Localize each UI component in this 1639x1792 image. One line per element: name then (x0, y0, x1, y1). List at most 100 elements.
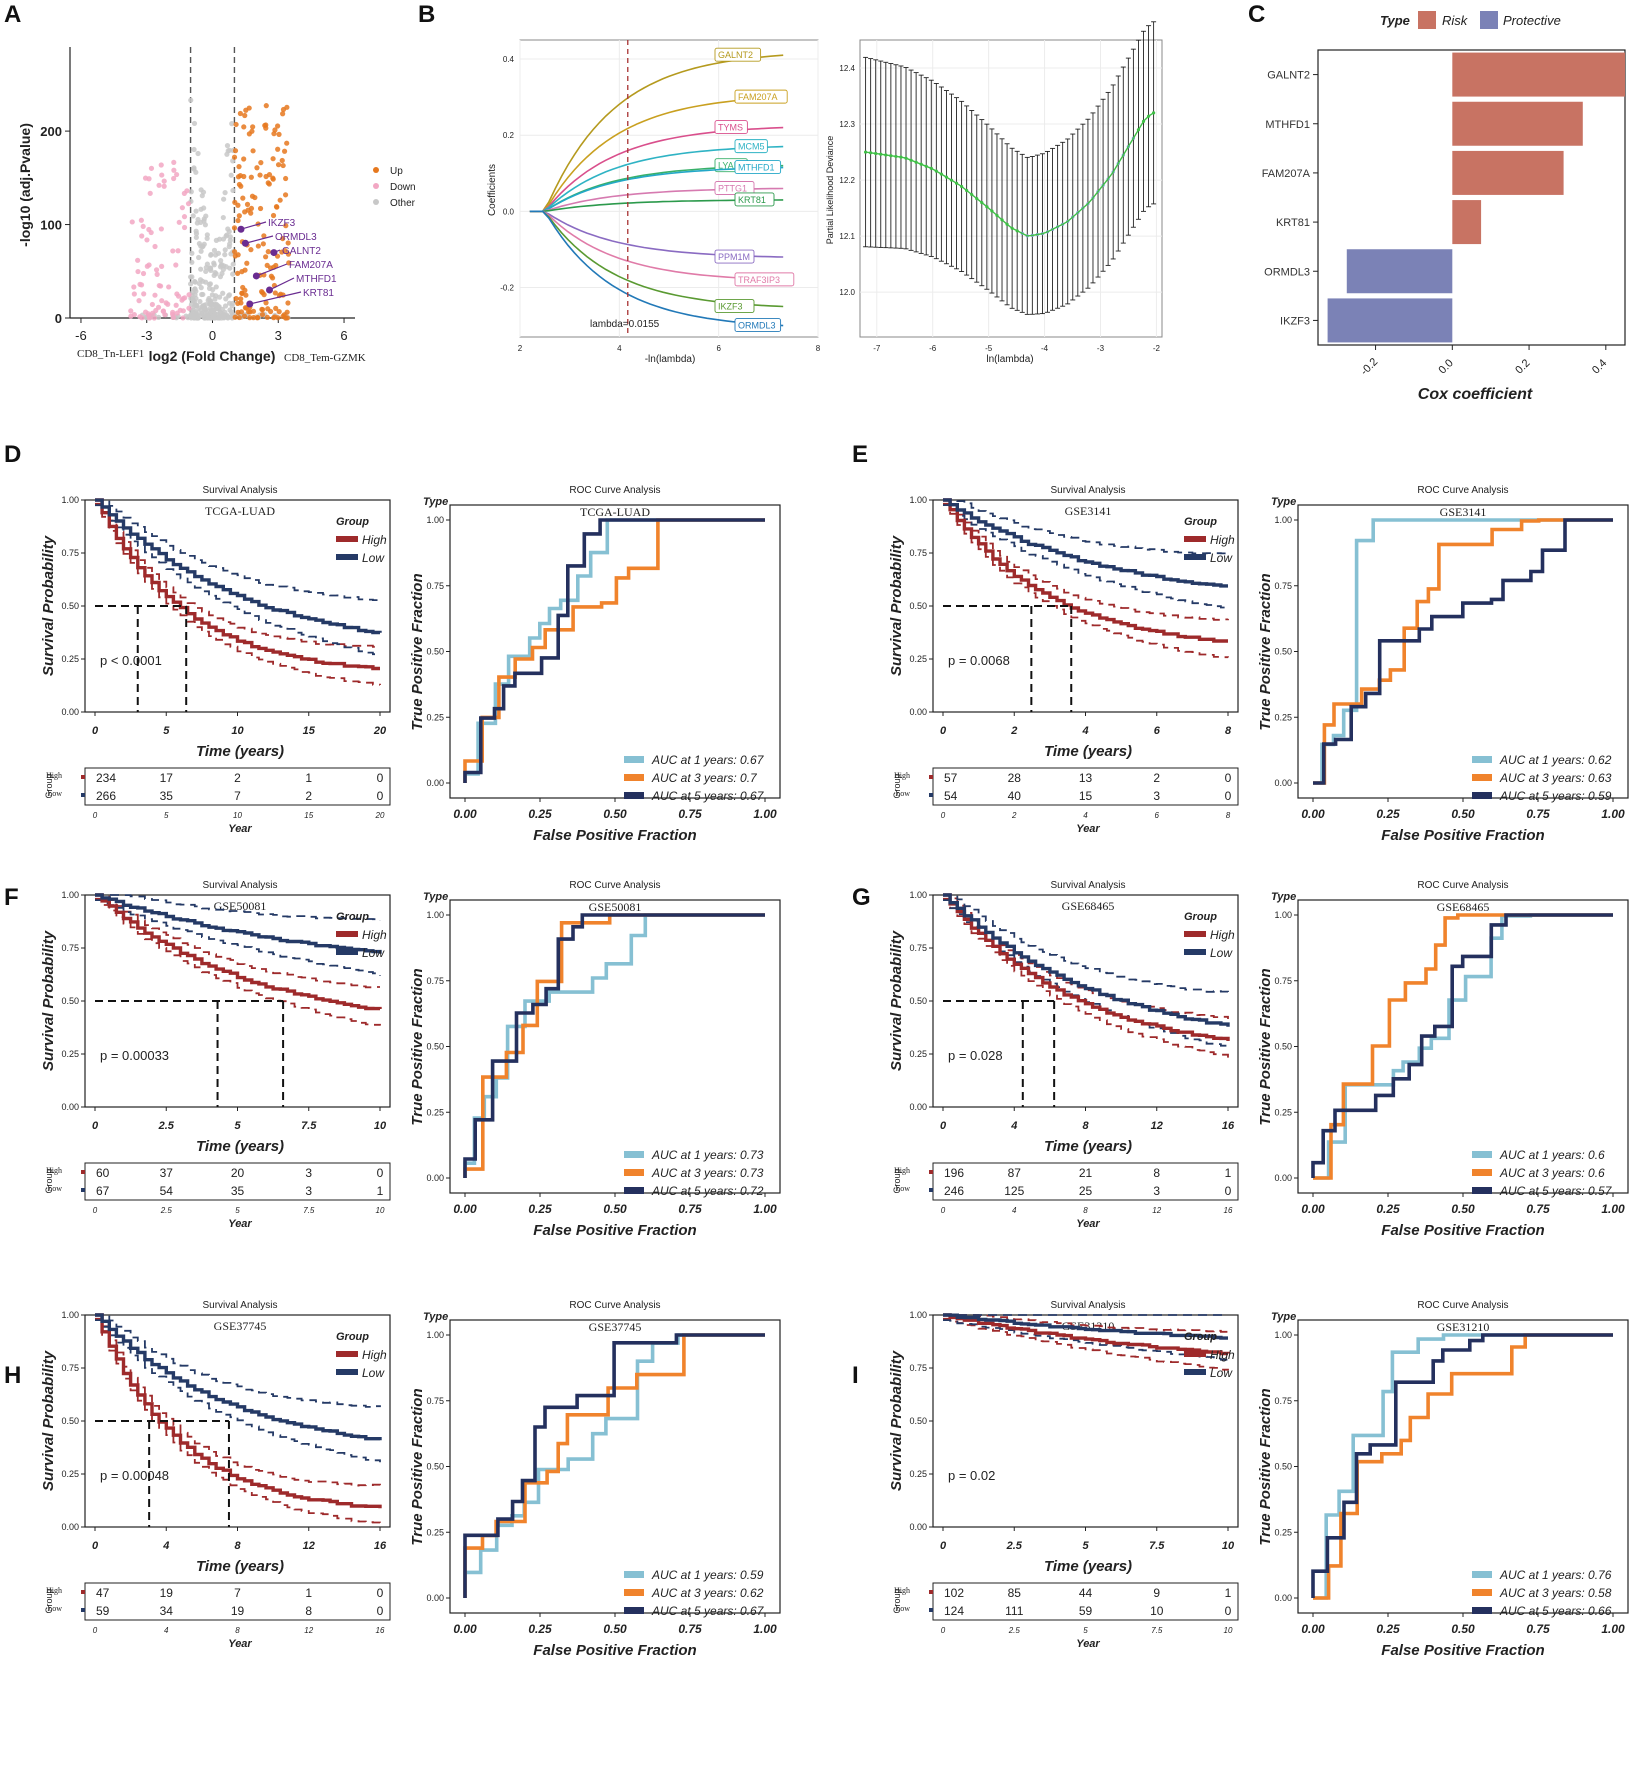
volcano-point (231, 249, 238, 255)
volcano-point (204, 261, 210, 267)
low-risk-curve (943, 1313, 1228, 1340)
volcano-point (229, 303, 235, 309)
volcano-point (283, 315, 289, 321)
volcano-point (203, 279, 209, 285)
volcano-point (270, 212, 277, 219)
x-tick-label: 4 (617, 344, 622, 353)
x-axis-title: ln(lambda) (986, 354, 1033, 365)
y-tick-label: 1.00 (61, 890, 79, 900)
auc-legend-swatch (1472, 792, 1492, 799)
risk-count-high: 1 (1225, 1166, 1232, 1180)
gene-tag-label: PPM1M (718, 252, 750, 262)
volcano-point (280, 162, 286, 169)
y-tick-label: -0.2 (500, 284, 514, 293)
volcano-point (270, 156, 276, 162)
risk-x-tick-label: 6 (1155, 811, 1160, 820)
volcano-point (138, 217, 144, 223)
y-tick-label: 0.75 (909, 943, 927, 953)
volcano-point (131, 284, 137, 290)
legend-swatch (373, 183, 379, 189)
y-tick-label: 0.75 (61, 1363, 79, 1373)
y-axis-title: Coefficients (487, 164, 498, 216)
risk-x-title: Year (1076, 823, 1100, 835)
y-tick-label: 0.75 (61, 943, 79, 953)
volcano-point (201, 205, 207, 211)
volcano-point (155, 304, 162, 310)
volcano-point (221, 196, 227, 202)
risk-count-low: 0 (377, 1604, 384, 1618)
volcano-point (161, 183, 167, 189)
risk-count-high: 7 (234, 1586, 241, 1600)
volcano-point (250, 124, 256, 130)
roc-x-tick-label: 0.25 (1376, 1202, 1400, 1216)
auc-legend-swatch (624, 1589, 644, 1596)
roc-y-tick-label: 0.25 (426, 1527, 444, 1537)
auc-legend-swatch (624, 1169, 644, 1176)
x-tick-label: 6 (716, 344, 721, 353)
volcano-point (170, 248, 176, 254)
auc-legend-swatch (1472, 1187, 1492, 1194)
risk-x-tick-label: 0 (941, 1206, 946, 1215)
low-risk-curve (95, 893, 382, 954)
risk-x-tick-label: 16 (1224, 1206, 1233, 1215)
auc-legend-swatch (1472, 774, 1492, 781)
risk-count-high: 0 (377, 1586, 384, 1600)
volcano-point (261, 233, 267, 239)
km-roc-panel-g: Survival Analysis GSE68465 0.00 0.25 0.50 0.7… (888, 880, 1629, 1239)
km-roc-panel-e: Survival Analysis GSE3141 0.00 0.25 0.50 0.75… (888, 485, 1629, 844)
auc-legend-label: AUC at 3 years: 0.63 (1499, 771, 1612, 785)
roc-y-tick-label: 0.75 (426, 1396, 444, 1406)
roc-curve-5yr (1311, 913, 1613, 1178)
volcano-point (225, 226, 231, 232)
y-tick-label: 0.00 (61, 1522, 79, 1532)
low-risk-ci-lower (95, 899, 381, 976)
y-tick-label: 0.2 (503, 131, 515, 140)
gene-tag-label: TRAF3IP3 (738, 275, 780, 285)
panel-letter-a: A (4, 1, 21, 28)
volcano-point (265, 249, 271, 255)
roc-y-tick-label: 0.25 (1274, 1527, 1292, 1537)
risk-row-marker (81, 1170, 85, 1174)
risk-x-tick-label: 12 (1152, 1206, 1161, 1215)
y-axis-title: Survival Probability (40, 930, 57, 1071)
low-risk-ci-upper (943, 499, 1229, 555)
auc-legend-swatch (624, 1571, 644, 1578)
legend-swatch-low (336, 554, 358, 560)
volcano-point (160, 308, 167, 314)
risk-row-marker (929, 1590, 933, 1594)
volcano-point (213, 284, 219, 290)
roc-y-tick-label: 0.00 (1274, 1173, 1292, 1183)
y-tick-label: 12.0 (839, 288, 855, 297)
roc-x-axis-title: False Positive Fraction (1381, 827, 1544, 844)
roc-dataset-label: GSE37745 (589, 1320, 642, 1334)
x-tick-label: 16 (374, 1540, 387, 1552)
volcano-point (236, 314, 242, 321)
x-tick-label: 6 (340, 328, 347, 343)
volcano-point (159, 263, 165, 269)
x-tick-label: 0 (940, 725, 947, 737)
y-tick-label: 1.00 (909, 495, 927, 505)
volcano-point (235, 270, 241, 277)
risk-x-title: Year (228, 1638, 252, 1650)
volcano-point (211, 247, 218, 253)
roc-dataset-label: GSE31210 (1437, 1320, 1490, 1334)
roc-dataset-label: TCGA-LUAD (580, 505, 650, 519)
volcano-point (129, 219, 135, 225)
auc-legend-label: AUC at 5 years: 0.59 (1499, 789, 1612, 803)
risk-table-y-title: Group (44, 1168, 54, 1193)
volcano-point (171, 167, 177, 173)
risk-count-low: 111 (1005, 1604, 1024, 1618)
volcano-point (233, 121, 239, 128)
lambda-label: lambda=0.0155 (590, 319, 660, 330)
risk-x-tick-label: 7.5 (303, 1206, 315, 1215)
roc-x-tick-label: 0.50 (603, 807, 627, 821)
risk-count-high: 17 (160, 771, 174, 785)
auc-legend-label: AUC at 1 years: 0.59 (651, 1568, 764, 1582)
volcano-point (235, 217, 241, 224)
roc-y-tick-label: 0.50 (1274, 1042, 1292, 1052)
y-tick-label: 0.50 (909, 601, 927, 611)
volcano-point (176, 219, 182, 225)
risk-count-high: 0 (377, 771, 384, 785)
volcano-point (232, 148, 239, 154)
volcano-point (280, 235, 286, 242)
